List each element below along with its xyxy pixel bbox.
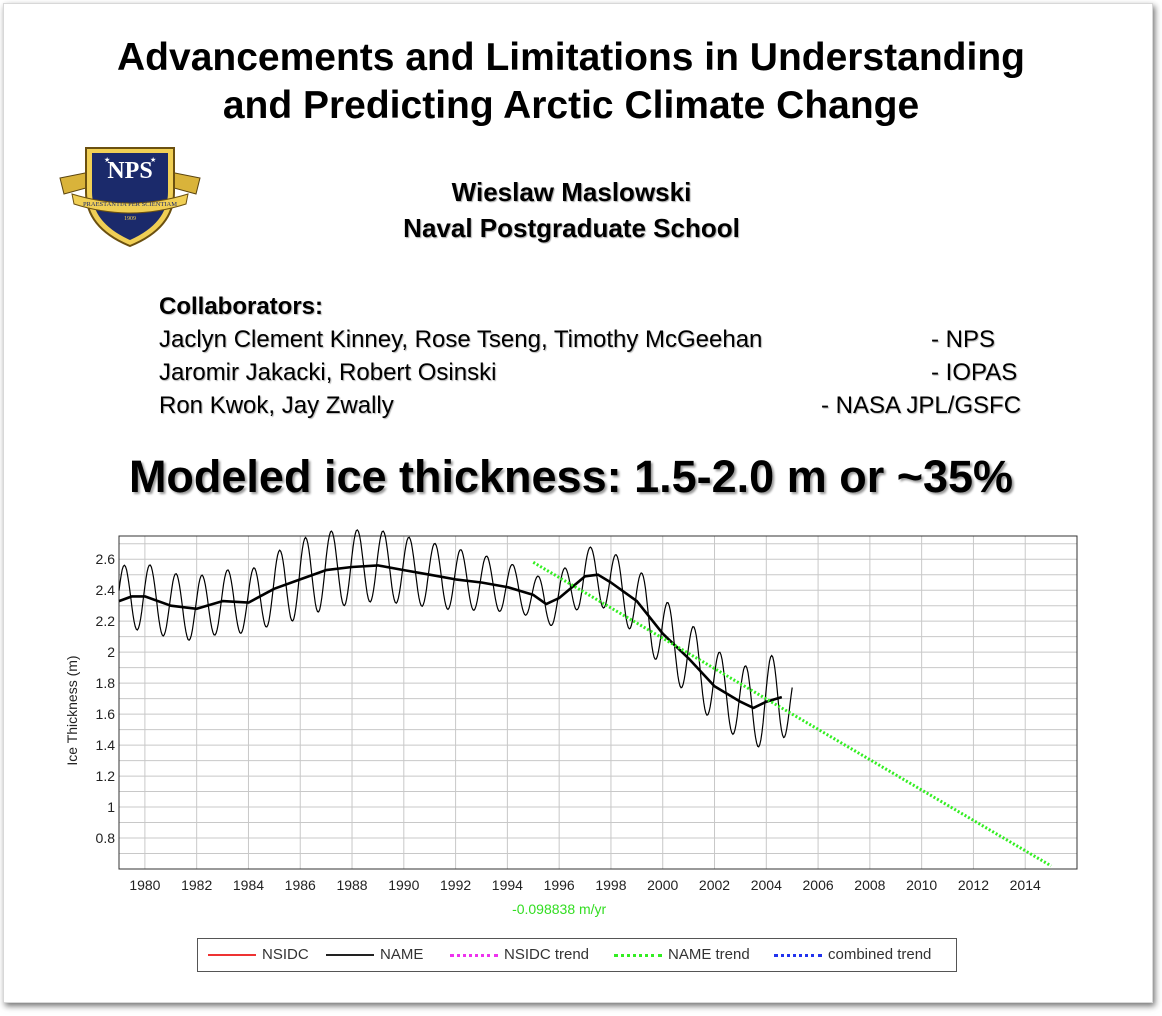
author-affiliation: Naval Postgraduate School [403, 213, 740, 243]
svg-text:★: ★ [104, 156, 110, 164]
legend-swatch [326, 954, 374, 957]
collaborator-row: Jaromir Jakacki, Robert Osinski - IOPAS [159, 356, 1059, 389]
legend-label: combined trend [828, 946, 932, 963]
y-tick-label: 1.8 [96, 675, 116, 691]
collaborator-org: - NPS [931, 326, 996, 353]
collaborator-row: Jaclyn Clement Kinney, Rose Tseng, Timot… [159, 323, 1059, 356]
y-tick-label: 2.6 [96, 551, 116, 567]
collaborator-row: Ron Kwok, Jay Zwally - NASA JPL/GSFC [159, 389, 1059, 422]
x-tick-label: 2002 [699, 877, 730, 893]
x-tick-label: 2000 [647, 877, 678, 893]
chart-legend: NSIDC NAME NSIDC trend NAME trend combined t… [197, 938, 957, 972]
legend-item: NAME [326, 946, 423, 963]
legend-swatch [450, 953, 498, 957]
x-tick-label: 1992 [440, 877, 471, 893]
author-block: Wieslaw Maslowski Naval Postgraduate Sch… [304, 174, 839, 246]
legend-label: NAME [380, 946, 424, 963]
y-tick-label: 2.2 [96, 613, 116, 629]
legend-label: NAME trend [668, 946, 750, 963]
name-monthly-line [118, 529, 793, 748]
legend-label: NSIDC trend [504, 946, 590, 963]
x-tick-label: 2006 [803, 877, 834, 893]
x-tick-label: 1990 [388, 877, 419, 893]
nps-logo: NPS 1909 PRAESTANTIA PER SCIENTIAM ★ ★ [59, 147, 201, 248]
logo-text: NPS [107, 158, 152, 184]
logo-year: 1909 [124, 216, 136, 222]
y-tick-label: 0.8 [96, 830, 116, 846]
y-tick-label: 1.6 [96, 706, 116, 722]
collaborators: Collaborators: Jaclyn Clement Kinney, Ro… [159, 290, 1059, 422]
x-tick-label: 1986 [285, 877, 316, 893]
y-tick-label: 1 [107, 799, 115, 815]
name-mean-line [118, 564, 783, 710]
collaborator-org: - IOPAS [931, 359, 1018, 386]
legend-item: NSIDC [208, 946, 309, 963]
logo-motto: PRAESTANTIA PER SCIENTIAM [83, 201, 177, 208]
y-tick-label: 1.2 [96, 768, 116, 784]
collaborator-names: Ron Kwok, Jay Zwally [159, 392, 394, 419]
collaborator-org: - NASA JPL/GSFC [821, 392, 1022, 419]
title-line-2: and Predicting Arctic Climate Change [222, 84, 920, 127]
x-tick-label: 2014 [1010, 877, 1041, 893]
legend-swatch [208, 954, 256, 957]
x-tick-label: 1980 [129, 877, 160, 893]
x-tick-label: 2012 [958, 877, 989, 893]
ice-thickness-chart: 1980 1982 1984 1986 1988 1990 1992 1994 1996 1998… [64, 529, 1078, 917]
slide-title: Advancements and Limitations in Understa… [4, 34, 1138, 130]
x-tick-label: 1996 [544, 877, 575, 893]
title-line-1: Advancements and Limitations in Understa… [117, 36, 1025, 79]
x-tick-label: 2010 [906, 877, 937, 893]
x-tick-label: 1984 [233, 877, 264, 893]
legend-item: NSIDC trend [450, 946, 589, 963]
y-tick-label: 1.4 [96, 737, 116, 753]
legend-label: NSIDC [262, 946, 309, 963]
x-tick-label: 2008 [854, 877, 885, 893]
collaborators-heading: Collaborators: [159, 293, 324, 320]
svg-text:★: ★ [150, 156, 156, 164]
x-tick-label: 1988 [336, 877, 367, 893]
x-tick-label: 1998 [595, 877, 626, 893]
x-tick-label: 2004 [751, 877, 782, 893]
legend-swatch [614, 953, 662, 957]
headline: Modeled ice thickness: 1.5-2.0 m or ~35% [128, 451, 1014, 502]
legend-item: combined trend [774, 946, 931, 963]
collaborator-names: Jaclyn Clement Kinney, Rose Tseng, Timot… [159, 326, 763, 353]
plot-frame [118, 535, 1078, 870]
y-tick-label: 2.4 [96, 582, 116, 598]
x-tick-label: 1982 [181, 877, 212, 893]
legend-swatch [774, 953, 822, 957]
plot-area [119, 536, 1077, 869]
collaborator-names: Jaromir Jakacki, Robert Osinski [159, 359, 497, 386]
x-tick-label: 1994 [492, 877, 523, 893]
slide: Advancements and Limitations in Understa… [3, 3, 1153, 1003]
legend-item: NAME trend [614, 946, 750, 963]
trend-annotation: -0.098838 m/yr [512, 901, 606, 917]
author-name: Wieslaw Maslowski [451, 177, 692, 207]
y-tick-label: 2 [107, 644, 115, 660]
y-axis-label: Ice Thickness (m) [64, 655, 80, 765]
name-trend-line [532, 561, 1052, 868]
